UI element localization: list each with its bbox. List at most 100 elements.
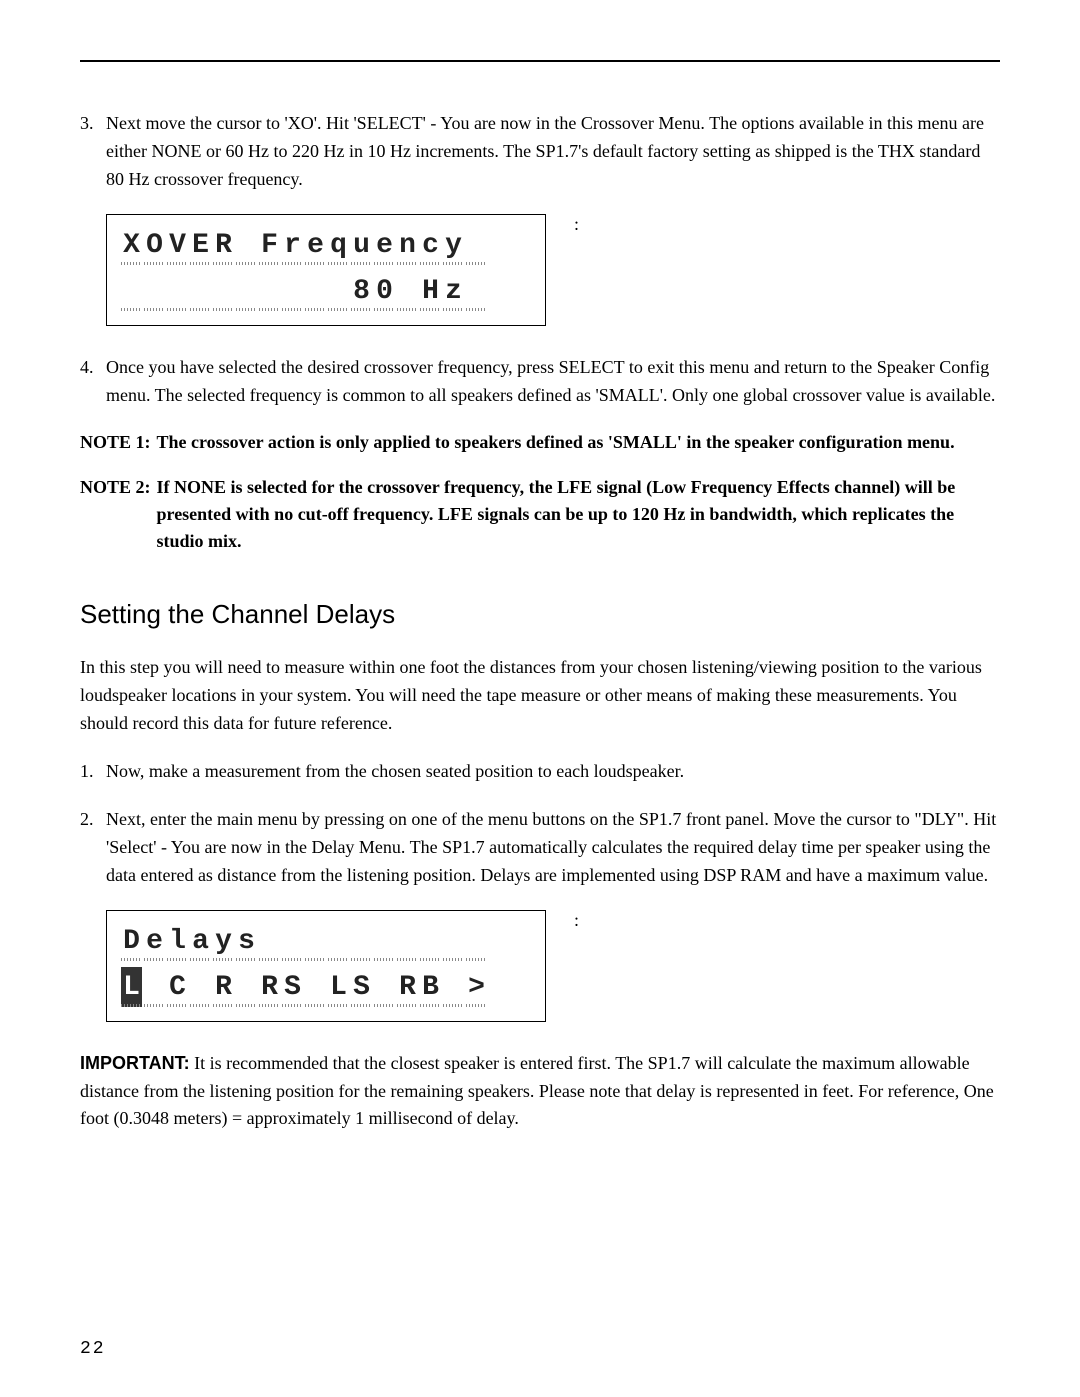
lcd-cell (466, 271, 487, 311)
section-heading: Setting the Channel Delays (80, 599, 1000, 630)
lcd-delays: DelaysLCRRSLSRB> (106, 910, 546, 1022)
lcd-cell (121, 271, 142, 311)
lcd-cell: X (121, 225, 142, 265)
important-label: IMPORTANT: (80, 1053, 190, 1073)
lcd-cell (397, 271, 418, 311)
page-number: 22 (80, 1339, 106, 1359)
lcd-cell: > (466, 967, 487, 1007)
step-number: 3. (80, 110, 106, 194)
lcd-cell: y (443, 225, 464, 265)
lcd-cell: C (167, 967, 188, 1007)
lcd-cell (144, 271, 165, 311)
important-text: It is recommended that the closest speak… (80, 1053, 994, 1129)
lcd-cell: R (213, 967, 234, 1007)
step-number: 1. (80, 758, 106, 786)
lcd-cell: O (144, 225, 165, 265)
lcd-cell: R (397, 967, 418, 1007)
lcd-cell (259, 921, 280, 961)
step-text: Once you have selected the desired cross… (106, 354, 1000, 410)
step-text: Next move the cursor to 'XO'. Hit 'SELEC… (106, 110, 1000, 194)
lcd-cell: L (328, 967, 349, 1007)
note-2: NOTE 2: If NONE is selected for the cros… (80, 474, 1000, 555)
lcd-cell (443, 967, 464, 1007)
lcd-cell (259, 271, 280, 311)
lcd-cell (236, 967, 257, 1007)
colon: : (574, 910, 579, 931)
lcd-cell: H (420, 271, 441, 311)
lcd-cell: y (213, 921, 234, 961)
lcd-cell: D (121, 921, 142, 961)
lcd-cell (282, 271, 303, 311)
lcd-cell: B (420, 967, 441, 1007)
lcd-cell: E (190, 225, 211, 265)
lcd-line: Delays (121, 921, 531, 961)
page: 3. Next move the cursor to 'XO'. Hit 'SE… (0, 0, 1080, 1173)
lcd-cell (328, 271, 349, 311)
lcd-cell: F (259, 225, 280, 265)
step-text: Next, enter the main menu by pressing on… (106, 806, 1000, 890)
lcd-cell: R (213, 225, 234, 265)
lcd-cell: L (121, 967, 142, 1007)
intro-paragraph: In this step you will need to measure wi… (80, 654, 1000, 738)
lcd-cell: e (374, 225, 395, 265)
lcd-cell (167, 271, 188, 311)
lcd-cell: s (236, 921, 257, 961)
lcd-cell: S (351, 967, 372, 1007)
lcd-cell (190, 967, 211, 1007)
lcd-cell (144, 967, 165, 1007)
note-label: NOTE 1: (80, 429, 157, 456)
lcd-cell: e (305, 225, 326, 265)
step-3: 3. Next move the cursor to 'XO'. Hit 'SE… (80, 110, 1000, 194)
top-rule (80, 60, 1000, 62)
lcd-cell: 8 (351, 271, 372, 311)
lcd-line: 80Hz (121, 271, 531, 311)
step-number: 2. (80, 806, 106, 890)
lcd-cell: R (259, 967, 280, 1007)
lcd-cell (397, 921, 418, 961)
step-number: 4. (80, 354, 106, 410)
lcd-cell (374, 967, 395, 1007)
lcd-cell: u (351, 225, 372, 265)
lcd-cell (374, 921, 395, 961)
lcd-cell (213, 271, 234, 311)
lcd-cell (305, 921, 326, 961)
lcd-display-row-2: DelaysLCRRSLSRB> : (80, 910, 1000, 1022)
lcd-cell: n (397, 225, 418, 265)
lcd-cell: z (443, 271, 464, 311)
lcd-cell: e (144, 921, 165, 961)
lcd-cell (351, 921, 372, 961)
lcd-cell: l (167, 921, 188, 961)
lcd-cell (466, 225, 487, 265)
lcd-cell (328, 921, 349, 961)
colon: : (574, 214, 579, 235)
lcd-cell (420, 921, 441, 961)
note-label: NOTE 2: (80, 474, 157, 555)
lcd-display-row-1: XOVERFrequency80Hz : (80, 214, 1000, 326)
lcd-cell: a (190, 921, 211, 961)
lcd-line: LCRRSLSRB> (121, 967, 531, 1007)
lcd-cell: V (167, 225, 188, 265)
lcd-cell (466, 921, 487, 961)
lcd-cell (305, 271, 326, 311)
lcd-cell (282, 921, 303, 961)
important-note: IMPORTANT: It is recommended that the cl… (80, 1050, 1000, 1134)
lcd-cell (236, 271, 257, 311)
lcd-cell: q (328, 225, 349, 265)
note-1: NOTE 1: The crossover action is only app… (80, 429, 1000, 456)
delay-step-1: 1. Now, make a measurement from the chos… (80, 758, 1000, 786)
lcd-cell (236, 225, 257, 265)
lcd-xover: XOVERFrequency80Hz (106, 214, 546, 326)
lcd-cell: 0 (374, 271, 395, 311)
delay-step-2: 2. Next, enter the main menu by pressing… (80, 806, 1000, 890)
lcd-cell (190, 271, 211, 311)
lcd-cell: S (282, 967, 303, 1007)
note-text: If NONE is selected for the crossover fr… (157, 474, 1000, 555)
lcd-cell (443, 921, 464, 961)
lcd-line: XOVERFrequency (121, 225, 531, 265)
step-4: 4. Once you have selected the desired cr… (80, 354, 1000, 410)
lcd-cell: c (420, 225, 441, 265)
step-text: Now, make a measurement from the chosen … (106, 758, 1000, 786)
lcd-cell (305, 967, 326, 1007)
lcd-cell: r (282, 225, 303, 265)
note-text: The crossover action is only applied to … (157, 429, 1000, 456)
